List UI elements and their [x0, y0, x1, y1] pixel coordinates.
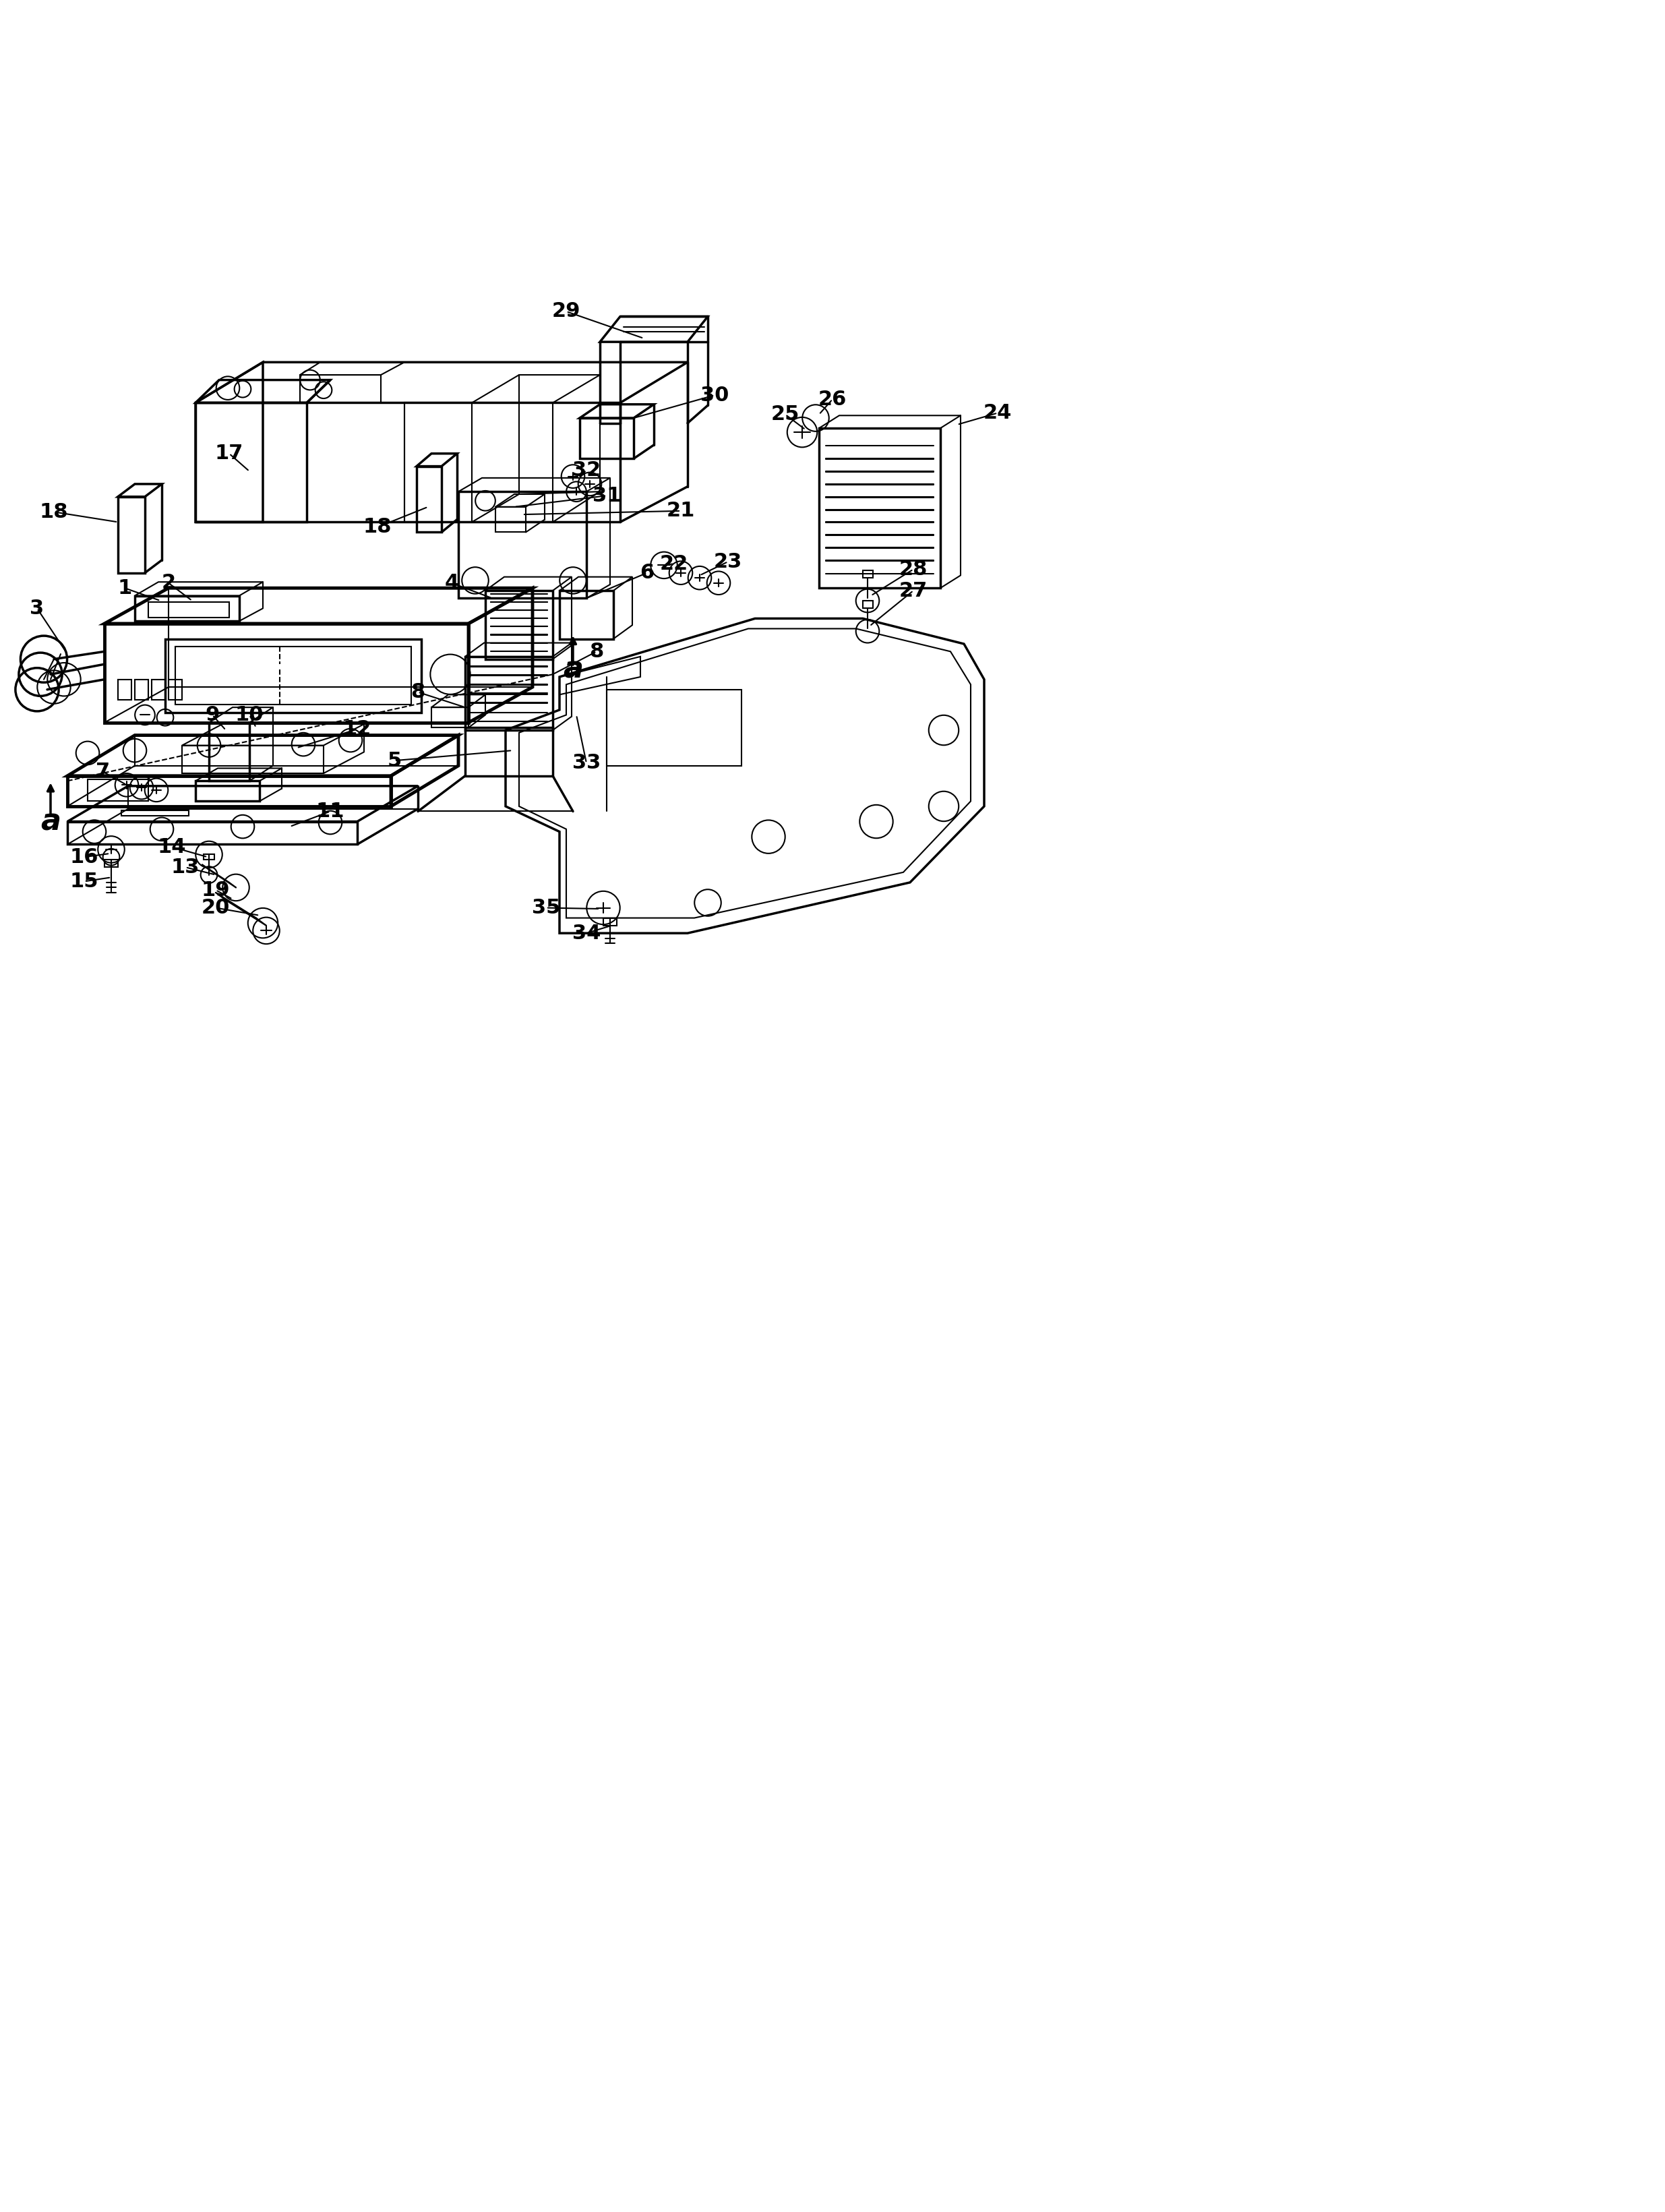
Text: 28: 28 — [899, 560, 927, 580]
Text: 13: 13 — [171, 858, 200, 876]
Text: 18: 18 — [363, 518, 391, 538]
Text: 25: 25 — [771, 405, 799, 425]
Text: 15: 15 — [70, 872, 98, 891]
Text: 35: 35 — [531, 898, 561, 918]
Text: 19: 19 — [201, 880, 230, 900]
Text: 22: 22 — [659, 553, 688, 573]
Text: 14: 14 — [158, 836, 186, 856]
Text: 34: 34 — [573, 922, 601, 942]
Text: 17: 17 — [215, 445, 243, 462]
Text: 20: 20 — [201, 898, 230, 918]
Text: 23: 23 — [714, 551, 743, 571]
Text: 6: 6 — [639, 564, 654, 582]
Text: 7: 7 — [97, 761, 110, 781]
Text: 10: 10 — [235, 706, 263, 726]
Text: 33: 33 — [573, 754, 601, 772]
Text: 30: 30 — [701, 385, 729, 405]
Text: 27: 27 — [899, 582, 927, 599]
Text: 3: 3 — [30, 599, 45, 617]
Text: 9: 9 — [205, 706, 220, 726]
Text: 32: 32 — [573, 460, 601, 480]
Text: 31: 31 — [593, 487, 621, 507]
Text: 21: 21 — [666, 502, 694, 520]
Text: 12: 12 — [343, 719, 371, 739]
Text: 18: 18 — [40, 502, 68, 522]
Text: 29: 29 — [551, 301, 581, 321]
Text: 24: 24 — [984, 403, 1012, 422]
Text: a: a — [40, 807, 60, 836]
Text: 1: 1 — [118, 577, 132, 597]
Text: 16: 16 — [70, 847, 98, 867]
Text: 4: 4 — [445, 573, 460, 593]
Text: 8: 8 — [589, 641, 604, 661]
Text: 5: 5 — [388, 750, 401, 770]
Text: 26: 26 — [818, 389, 847, 409]
Text: 11: 11 — [316, 801, 345, 821]
Text: a: a — [563, 655, 583, 684]
Text: 8: 8 — [411, 681, 425, 701]
Text: 2: 2 — [162, 573, 175, 593]
